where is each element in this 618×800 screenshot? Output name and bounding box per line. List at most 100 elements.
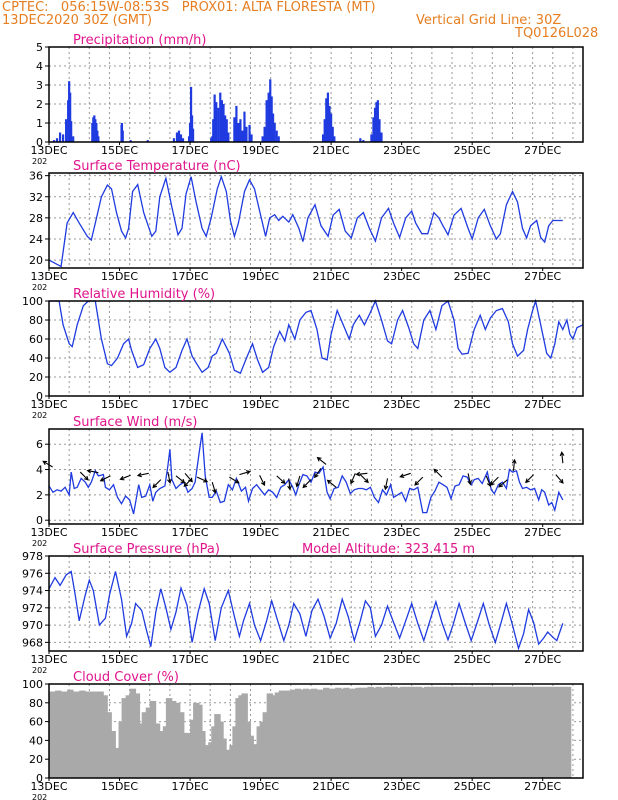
y-tick-label: 1 [36, 117, 43, 130]
precip-bar [222, 104, 225, 142]
cloud-bar [55, 690, 62, 778]
y-tick-label: 5 [36, 41, 43, 54]
x-tick-label: 21DEC [313, 144, 350, 157]
wind-arrow [399, 472, 411, 479]
cloud-bar [294, 688, 302, 778]
cloud-bar [61, 691, 68, 778]
precip-bar [277, 136, 280, 142]
cloud-bar [319, 689, 326, 778]
cloud-bar [347, 688, 354, 778]
wind-arrow [152, 479, 162, 489]
x-tick-label: 15DEC [101, 653, 138, 666]
panel-frame [48, 428, 584, 525]
cloud-bar [524, 686, 532, 778]
cloud-bar [359, 687, 366, 778]
x-tick-label: 17DEC [172, 144, 209, 157]
x-tick-label: 13DEC [30, 653, 67, 666]
cloud-bar [427, 686, 435, 778]
wind-arrow [42, 460, 53, 468]
precip-bar [58, 132, 62, 142]
cloud-bar [129, 688, 137, 778]
y-tick-label: 0 [36, 772, 43, 785]
cloud-bar [508, 686, 515, 778]
x-tick-label: 27DEC [524, 144, 561, 157]
x-tick-label: 15DEC [101, 144, 138, 157]
wind-arrow [119, 474, 131, 481]
wind-arrow [433, 468, 443, 478]
x-tick-label: 15DEC [101, 270, 138, 283]
y-tick-label: 4 [36, 464, 43, 477]
cloud-bar [327, 688, 334, 778]
cloud-bar [516, 686, 523, 778]
cloud-bar [169, 700, 177, 778]
x-tick-label: 13DEC [30, 270, 67, 283]
cloud-bar [165, 698, 173, 778]
wind-arrow [355, 471, 368, 477]
cloud-bar [403, 686, 411, 778]
x-tick-label: 21DEC [313, 398, 350, 411]
x-tick-label: 13DEC [30, 144, 67, 157]
precip-bar [370, 134, 373, 142]
cloud-bar [91, 691, 98, 778]
precip-bar [275, 130, 278, 142]
panel-0: 0 1 2 3 4 5 13DEC 15DEC 17DEC 19DEC 21DEC 23DEC 25DE… [30, 33, 584, 166]
cloud-bar [520, 686, 527, 778]
precip-bar [97, 136, 100, 142]
x-tick-label: 25DEC [454, 270, 491, 283]
precip-bar [72, 136, 75, 142]
cloud-bar [548, 686, 556, 778]
cloud-bar [395, 687, 403, 778]
wind-arrow [316, 456, 327, 465]
cloud-bar [133, 693, 141, 778]
cloud-bar [411, 686, 419, 778]
wind-arrow [239, 470, 252, 476]
wind-arrow [167, 471, 172, 484]
panel-4: 968 970 972 974 976 978 13DEC 15DEC 17DEC 19DEC 21… [22, 542, 584, 675]
wind-arrow [359, 474, 369, 484]
cloud-bar [423, 686, 431, 778]
precip-bar [331, 126, 334, 142]
panel-frame [48, 555, 584, 652]
x-tick-label: 15DEC [101, 526, 138, 539]
x-tick-label: 19DEC [242, 780, 279, 793]
x-tick-label: 27DEC [524, 526, 561, 539]
cloud-bar [431, 686, 439, 778]
cloud-bar [339, 688, 346, 778]
precip-bar [362, 140, 365, 142]
x-tick-label: 15DEC [101, 780, 138, 793]
y-tick-label: 6 [36, 438, 43, 451]
x-tick-label: 21DEC [313, 653, 350, 666]
y-tick-label: 978 [22, 550, 43, 563]
precip-bar [121, 130, 124, 142]
cloud-bar [375, 686, 382, 778]
x-tick-label: 25DEC [454, 398, 491, 411]
x-year-label: 202 [32, 411, 47, 420]
x-tick-label: 25DEC [454, 526, 491, 539]
cloud-bar [85, 691, 92, 778]
x-tick-label: 25DEC [454, 653, 491, 666]
wind-arrow [99, 475, 111, 482]
precip-bar [359, 138, 362, 142]
precip-bar [62, 134, 65, 142]
cloud-bar [302, 688, 310, 778]
y-tick-label: 100 [22, 295, 43, 308]
precip-bar [175, 132, 179, 142]
y-tick-label: 32 [29, 191, 43, 204]
x-tick-label: 25DEC [454, 144, 491, 157]
wind-arrow [414, 476, 424, 486]
precip-bar [328, 105, 331, 142]
y-tick-label: 24 [29, 233, 43, 246]
cloud-bar [363, 687, 370, 778]
x-year-label: 202 [32, 539, 47, 548]
precip-bar [220, 100, 223, 142]
wind-arrow [326, 479, 337, 488]
panel-title: Surface Pressure (hPa) [73, 542, 220, 557]
precip-bar [326, 92, 329, 142]
panel-2: 0 20 40 60 80 100 13DEC 15DEC 17DEC 19DEC 21DEC 23D… [22, 287, 584, 420]
wind-arrow [383, 478, 389, 491]
x-tick-label: 13DEC [30, 780, 67, 793]
x-tick-label: 21DEC [313, 526, 350, 539]
x-tick-label: 17DEC [172, 653, 209, 666]
panel-title: Precipitation (mm/h) [73, 33, 206, 48]
